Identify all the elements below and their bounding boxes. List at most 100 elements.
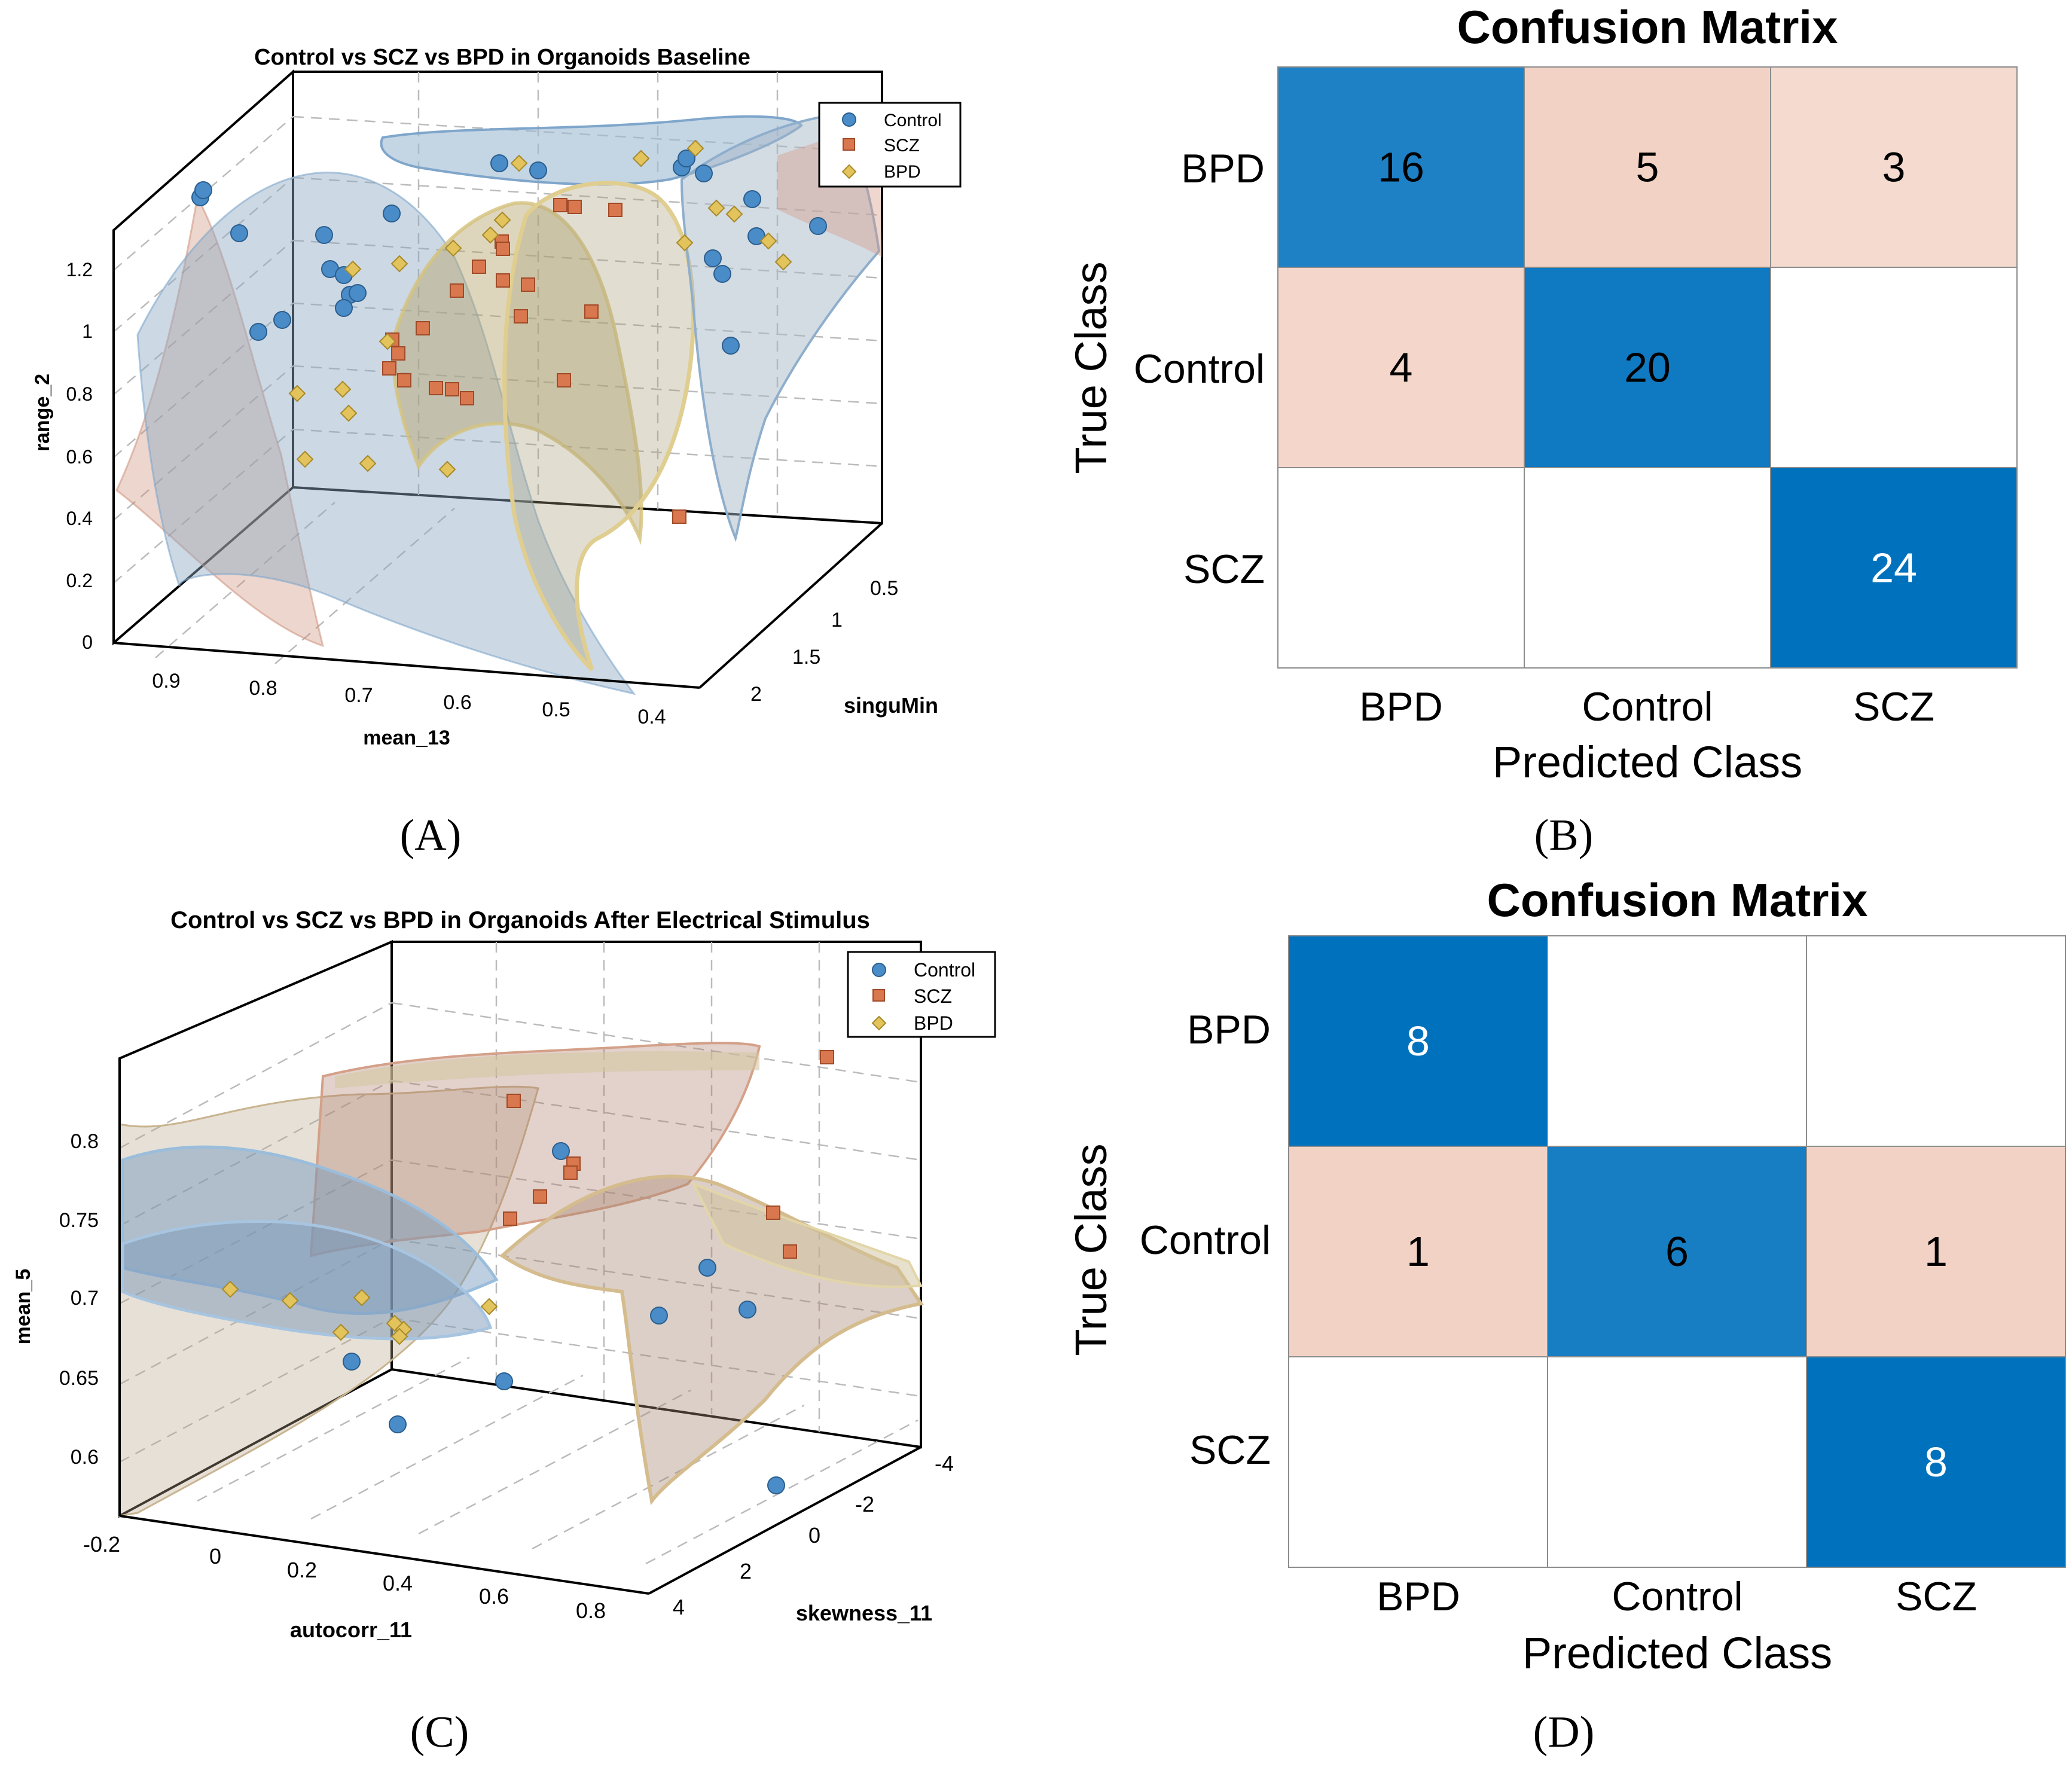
scz-point [506,1094,521,1108]
control-point [695,164,713,182]
matrix-cell-value: 3 [1882,144,1906,191]
x-tick: 0.8 [249,677,277,700]
x-ticks: -0.2 0 0.2 0.4 0.6 0.8 [83,1532,606,1623]
matrix-cell-value: 8 [1924,1439,1948,1485]
scz-point [533,1189,547,1204]
bpd-point [332,1323,350,1341]
legend-label: BPD [914,1012,953,1034]
matrix-cell-value: 4 [1390,344,1413,391]
legend-marker-scz [872,989,885,1002]
row-labels: BPD Control SCZ [1140,1007,1271,1473]
matrix-cell [1547,935,1807,1147]
y-axis-label: True Class [1066,1143,1116,1356]
scz-point [496,273,510,288]
col-label: Control [1582,684,1713,730]
scz-point [514,309,528,324]
decision-surfaces [118,1042,924,1517]
control-point [678,149,695,167]
matrix-cell [1524,467,1771,669]
scz-points [382,198,686,524]
control-point [809,217,827,235]
x-tick: 0.2 [287,1558,317,1582]
scz-point [496,242,510,256]
z-tick: 0.6 [66,446,93,468]
bpd-points [288,139,792,478]
z-tick: 0.4 [66,508,93,529]
bpd-point [390,1327,408,1345]
col-label: SCZ [1896,1574,1977,1619]
matrix-cell [1524,267,1771,468]
panel-c-svg: Control vs SCZ vs BPD in Organoids After… [12,907,996,1642]
matrix-cell [1770,66,2018,268]
x-tick: 0.8 [576,1598,606,1623]
row-labels: BPD Control SCZ [1134,146,1265,592]
x-tick: 0 [209,1544,221,1568]
y-axis-label: skewness_11 [796,1601,932,1625]
panel-a-svg: Control vs SCZ vs BPD in Organoids Basel… [31,45,962,749]
col-labels: BPD Control SCZ [1359,684,1934,730]
confusion-grid: 16 5 3 4 20 24 [1277,66,2018,669]
legend-label: BPD [884,162,921,182]
matrix-cell-value: 1 [1924,1228,1948,1275]
y-tick: 4 [673,1595,685,1619]
matrix-cell [1288,935,1548,1147]
z-tick: 0 [82,631,93,653]
legend-marker-bpd [871,1015,887,1031]
x-tick: -0.2 [83,1532,120,1557]
bpd-point [340,404,358,422]
scz-point [460,391,474,405]
scz-point [382,361,396,376]
panel-b: Confusion Matrix 16 5 3 4 20 24 BPD Control S… [1035,0,2072,873]
matrix-cell-value: 6 [1665,1228,1689,1275]
matrix-cell [1277,467,1525,669]
chart-title: Control vs SCZ vs BPD in Organoids After… [170,907,870,933]
row-label: Control [1134,346,1265,392]
control-point [698,1259,716,1277]
matrix-cell-value: 20 [1624,344,1671,391]
z-tick: 0.75 [59,1209,99,1232]
legend: Control SCZ BPD [818,102,962,188]
matrix-cell [1806,935,2066,1147]
decision-surfaces [115,112,882,695]
bpd-point [707,199,725,217]
matrix-border [1288,935,2066,1568]
panel-d-svg: Confusion Matrix 8 1 6 1 8 BPD Control SCZ B… [1066,874,2066,1678]
legend-marker-control [842,112,856,127]
bpd-point [353,1289,371,1307]
matrix-cell-value: 8 [1406,1018,1430,1064]
scz-point [503,1211,517,1226]
scz-point [672,509,686,524]
matrix-cell [1806,1356,2066,1568]
y-tick: -2 [855,1492,874,1516]
matrix-border [1277,66,2018,669]
y-tick: 1 [831,609,843,631]
z-tick: 0.7 [71,1287,99,1310]
z-tick: 0.8 [66,383,93,405]
bpd-point [334,380,352,398]
control-point [743,190,761,208]
bpd-point [379,332,396,350]
y-ticks: 0.5 1 1.5 2 [750,577,898,706]
control-point [335,299,353,317]
scz-point [584,304,599,319]
z-tick: 0.6 [71,1446,99,1469]
matrix-cell-value: 1 [1406,1228,1430,1275]
y-axis-label: True Class [1066,261,1116,474]
matrix-cell-value: 5 [1636,144,1659,191]
chart-title: Control vs SCZ vs BPD in Organoids Basel… [254,45,750,70]
x-axis-label: Predicted Class [1493,737,1802,787]
x-tick: 0.5 [542,698,570,721]
col-label: Control [1612,1574,1743,1619]
matrix-cell [1770,467,2018,669]
panel-b-svg: Confusion Matrix 16 5 3 4 20 24 BPD Control S… [1066,1,2018,787]
panel-d: Confusion Matrix 8 1 6 1 8 BPD Control SCZ B… [1035,873,2072,1764]
scz-point [563,1165,578,1180]
row-label: SCZ [1189,1427,1271,1473]
col-labels: BPD Control SCZ [1377,1574,1977,1619]
scz-point [445,382,459,396]
bpd-point [686,139,704,157]
x-axis-label: mean_13 [363,727,450,749]
col-label: BPD [1377,1574,1460,1619]
bpd-point [480,1298,498,1316]
bpd-point [725,205,743,223]
